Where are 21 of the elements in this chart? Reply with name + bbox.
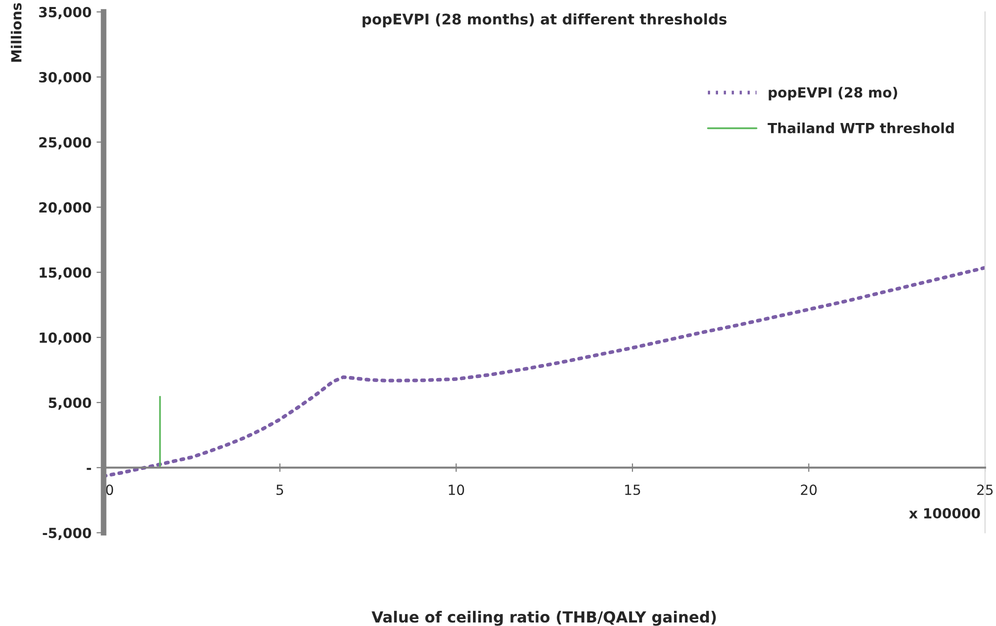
y-tick-label: 15,000: [40, 267, 92, 280]
y-tick-label: 20,000: [39, 202, 92, 214]
x-tick-label: 15: [625, 484, 640, 496]
legend-label: popEVPI (28 mo): [768, 86, 898, 100]
y-tick-label: -: [86, 468, 92, 470]
annotation: x 100000: [909, 508, 980, 519]
x-tick-label: 0: [106, 484, 114, 496]
x-axis-title: Value of ceiling ratio (THB/QALY gained): [372, 610, 716, 626]
x-tick-label: 25: [977, 484, 993, 496]
y-tick-label: 30,000: [39, 72, 92, 84]
y-axis-title: Millions: [10, 3, 22, 62]
x-tick-label: 5: [276, 484, 284, 496]
x-tick-label: 10: [448, 484, 464, 496]
y-tick-label: 35,000: [39, 6, 92, 20]
chart-title: popEVPI (28 months) at different thresholds: [362, 13, 727, 28]
y-tick-label: 25,000: [39, 137, 92, 150]
y-tick-label: -5,000: [42, 528, 92, 540]
y-tick-label: 5,000: [48, 397, 92, 410]
legend-label: Thailand WTP threshold: [768, 122, 954, 134]
x-tick-label: 20: [800, 484, 817, 496]
y-tick-label: 10,000: [40, 332, 92, 345]
